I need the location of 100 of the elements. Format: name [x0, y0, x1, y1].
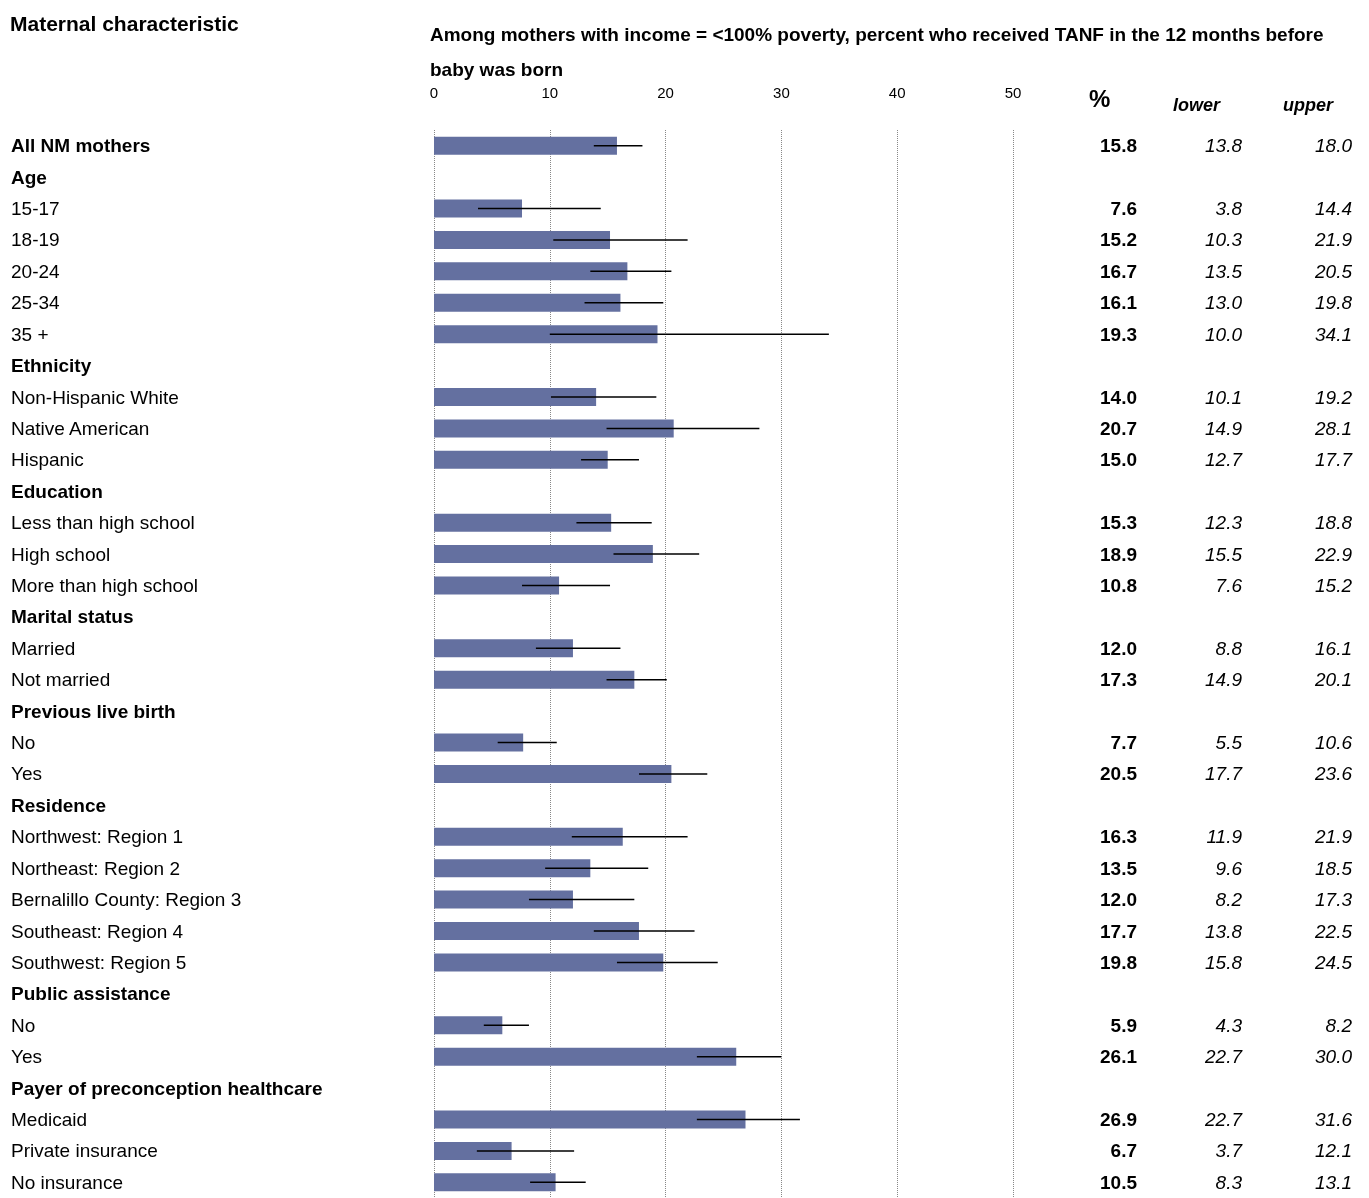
- y-tick-label: Age: [11, 166, 47, 188]
- text: 10.3: [1205, 229, 1243, 251]
- data-label: 15.2: [1100, 229, 1137, 251]
- text: 8.2: [1215, 889, 1243, 911]
- bar: [434, 827, 623, 846]
- data-label: 14.0: [1100, 386, 1137, 408]
- y-tick-label: 35 +: [11, 323, 49, 345]
- y-tick-label: Previous live birth: [11, 700, 176, 722]
- y-tick-label: Public assistance: [11, 983, 171, 1005]
- data-label: 16.1: [1100, 292, 1138, 314]
- text: lower: [1173, 95, 1222, 115]
- text: 12.7: [1205, 449, 1244, 471]
- y-tick-label: Married: [11, 637, 76, 659]
- bar: [434, 1016, 503, 1035]
- text: 15.2: [1315, 574, 1353, 596]
- bar: [434, 230, 611, 249]
- data-label: 26.1: [1100, 1046, 1138, 1068]
- data-label: 15.0: [1100, 449, 1137, 471]
- bar: [434, 953, 664, 972]
- y-tick-label: No: [11, 1014, 36, 1036]
- y-tick-label: Northwest: Region 1: [11, 826, 184, 848]
- bar: [434, 513, 612, 532]
- text: 8.3: [1215, 1171, 1243, 1193]
- y-tick-label: Southeast: Region 4: [11, 920, 184, 942]
- bar: [434, 859, 591, 878]
- y-tick-label: Education: [11, 480, 103, 502]
- y-tick-label: Marital status: [11, 606, 134, 628]
- data-label: 12.0: [1100, 889, 1137, 911]
- text: 3.8: [1215, 198, 1243, 220]
- y-tick-label: Hispanic: [11, 449, 84, 471]
- bar: [434, 1141, 512, 1160]
- text: 30.0: [1315, 1046, 1353, 1068]
- text: 19.2: [1315, 386, 1353, 408]
- data-label: 18.9: [1100, 543, 1137, 565]
- data-label: 19.8: [1100, 951, 1137, 973]
- bar: [434, 388, 597, 406]
- text: 9.6: [1215, 857, 1243, 879]
- y-tick-label: Northeast: Region 2: [11, 857, 180, 879]
- data-label: 15.8: [1100, 135, 1137, 157]
- text: 34.1: [1315, 323, 1352, 345]
- text: 13.8: [1205, 920, 1243, 942]
- data-label: 15.3: [1100, 512, 1137, 534]
- x-tick-label: 30: [773, 84, 790, 101]
- data-label: 10.5: [1100, 1171, 1138, 1193]
- text: 22.9: [1314, 543, 1353, 565]
- y-tick-label: 20-24: [11, 260, 61, 282]
- data-label: 10.8: [1100, 574, 1137, 596]
- data-label: 7.6: [1110, 198, 1137, 220]
- text: 19.8: [1315, 292, 1353, 314]
- text: 22.7: [1204, 1046, 1244, 1068]
- text: 16.1: [1315, 637, 1352, 659]
- text: upper: [1283, 95, 1334, 115]
- bar: [434, 576, 560, 595]
- text: 13.8: [1205, 135, 1243, 157]
- x-tick-label: 10: [541, 84, 559, 101]
- y-tick-label: Bernalillo County: Region 3: [11, 889, 242, 911]
- text: 5.5: [1215, 732, 1243, 754]
- data-label: 20.7: [1100, 417, 1137, 439]
- data-label: 13.5: [1100, 857, 1138, 879]
- data-label: 16.7: [1100, 260, 1137, 282]
- y-tick-label: Yes: [11, 1046, 42, 1068]
- text: 28.1: [1314, 417, 1352, 439]
- y-tick-label: All NM mothers: [11, 135, 151, 157]
- data-label: 7.7: [1110, 732, 1137, 754]
- text: 17.3: [1315, 889, 1353, 911]
- text: 13.5: [1205, 260, 1243, 282]
- text: 17.7: [1205, 763, 1244, 785]
- bar: [434, 733, 524, 752]
- text: 22.7: [1204, 1108, 1244, 1130]
- text: %: [1089, 84, 1111, 112]
- bar: [434, 639, 573, 658]
- bar: [434, 890, 573, 909]
- text: 21.9: [1314, 229, 1353, 251]
- y-tick-label: Private insurance: [11, 1140, 158, 1162]
- text: 8.2: [1325, 1014, 1353, 1036]
- y-tick-label: More than high school: [11, 574, 198, 596]
- text: 4.3: [1215, 1014, 1243, 1036]
- y-tick-label: No: [11, 732, 36, 754]
- data-label: 26.9: [1100, 1108, 1137, 1130]
- text: 14.4: [1315, 198, 1352, 220]
- data-label: 5.9: [1110, 1014, 1137, 1036]
- text: Maternal characteristic: [10, 12, 240, 35]
- bar: [434, 262, 628, 281]
- text: 18.5: [1315, 857, 1353, 879]
- y-tick-label: Non-Hispanic White: [11, 386, 179, 408]
- text: 14.9: [1205, 417, 1243, 439]
- text: 12.1: [1315, 1140, 1352, 1162]
- text: 18.0: [1315, 135, 1353, 157]
- bar: [434, 136, 617, 155]
- data-label: 19.3: [1100, 323, 1137, 345]
- bar: [434, 450, 608, 469]
- text: 10.6: [1315, 732, 1353, 754]
- text: 24.5: [1314, 951, 1353, 973]
- text: 18.8: [1315, 512, 1353, 534]
- text: 10.0: [1205, 323, 1243, 345]
- y-tick-label: Less than high school: [11, 512, 195, 534]
- data-label: 20.5: [1100, 763, 1138, 785]
- data-label: 16.3: [1100, 826, 1137, 848]
- bar: [434, 419, 674, 438]
- y-tick-label: 15-17: [11, 198, 60, 220]
